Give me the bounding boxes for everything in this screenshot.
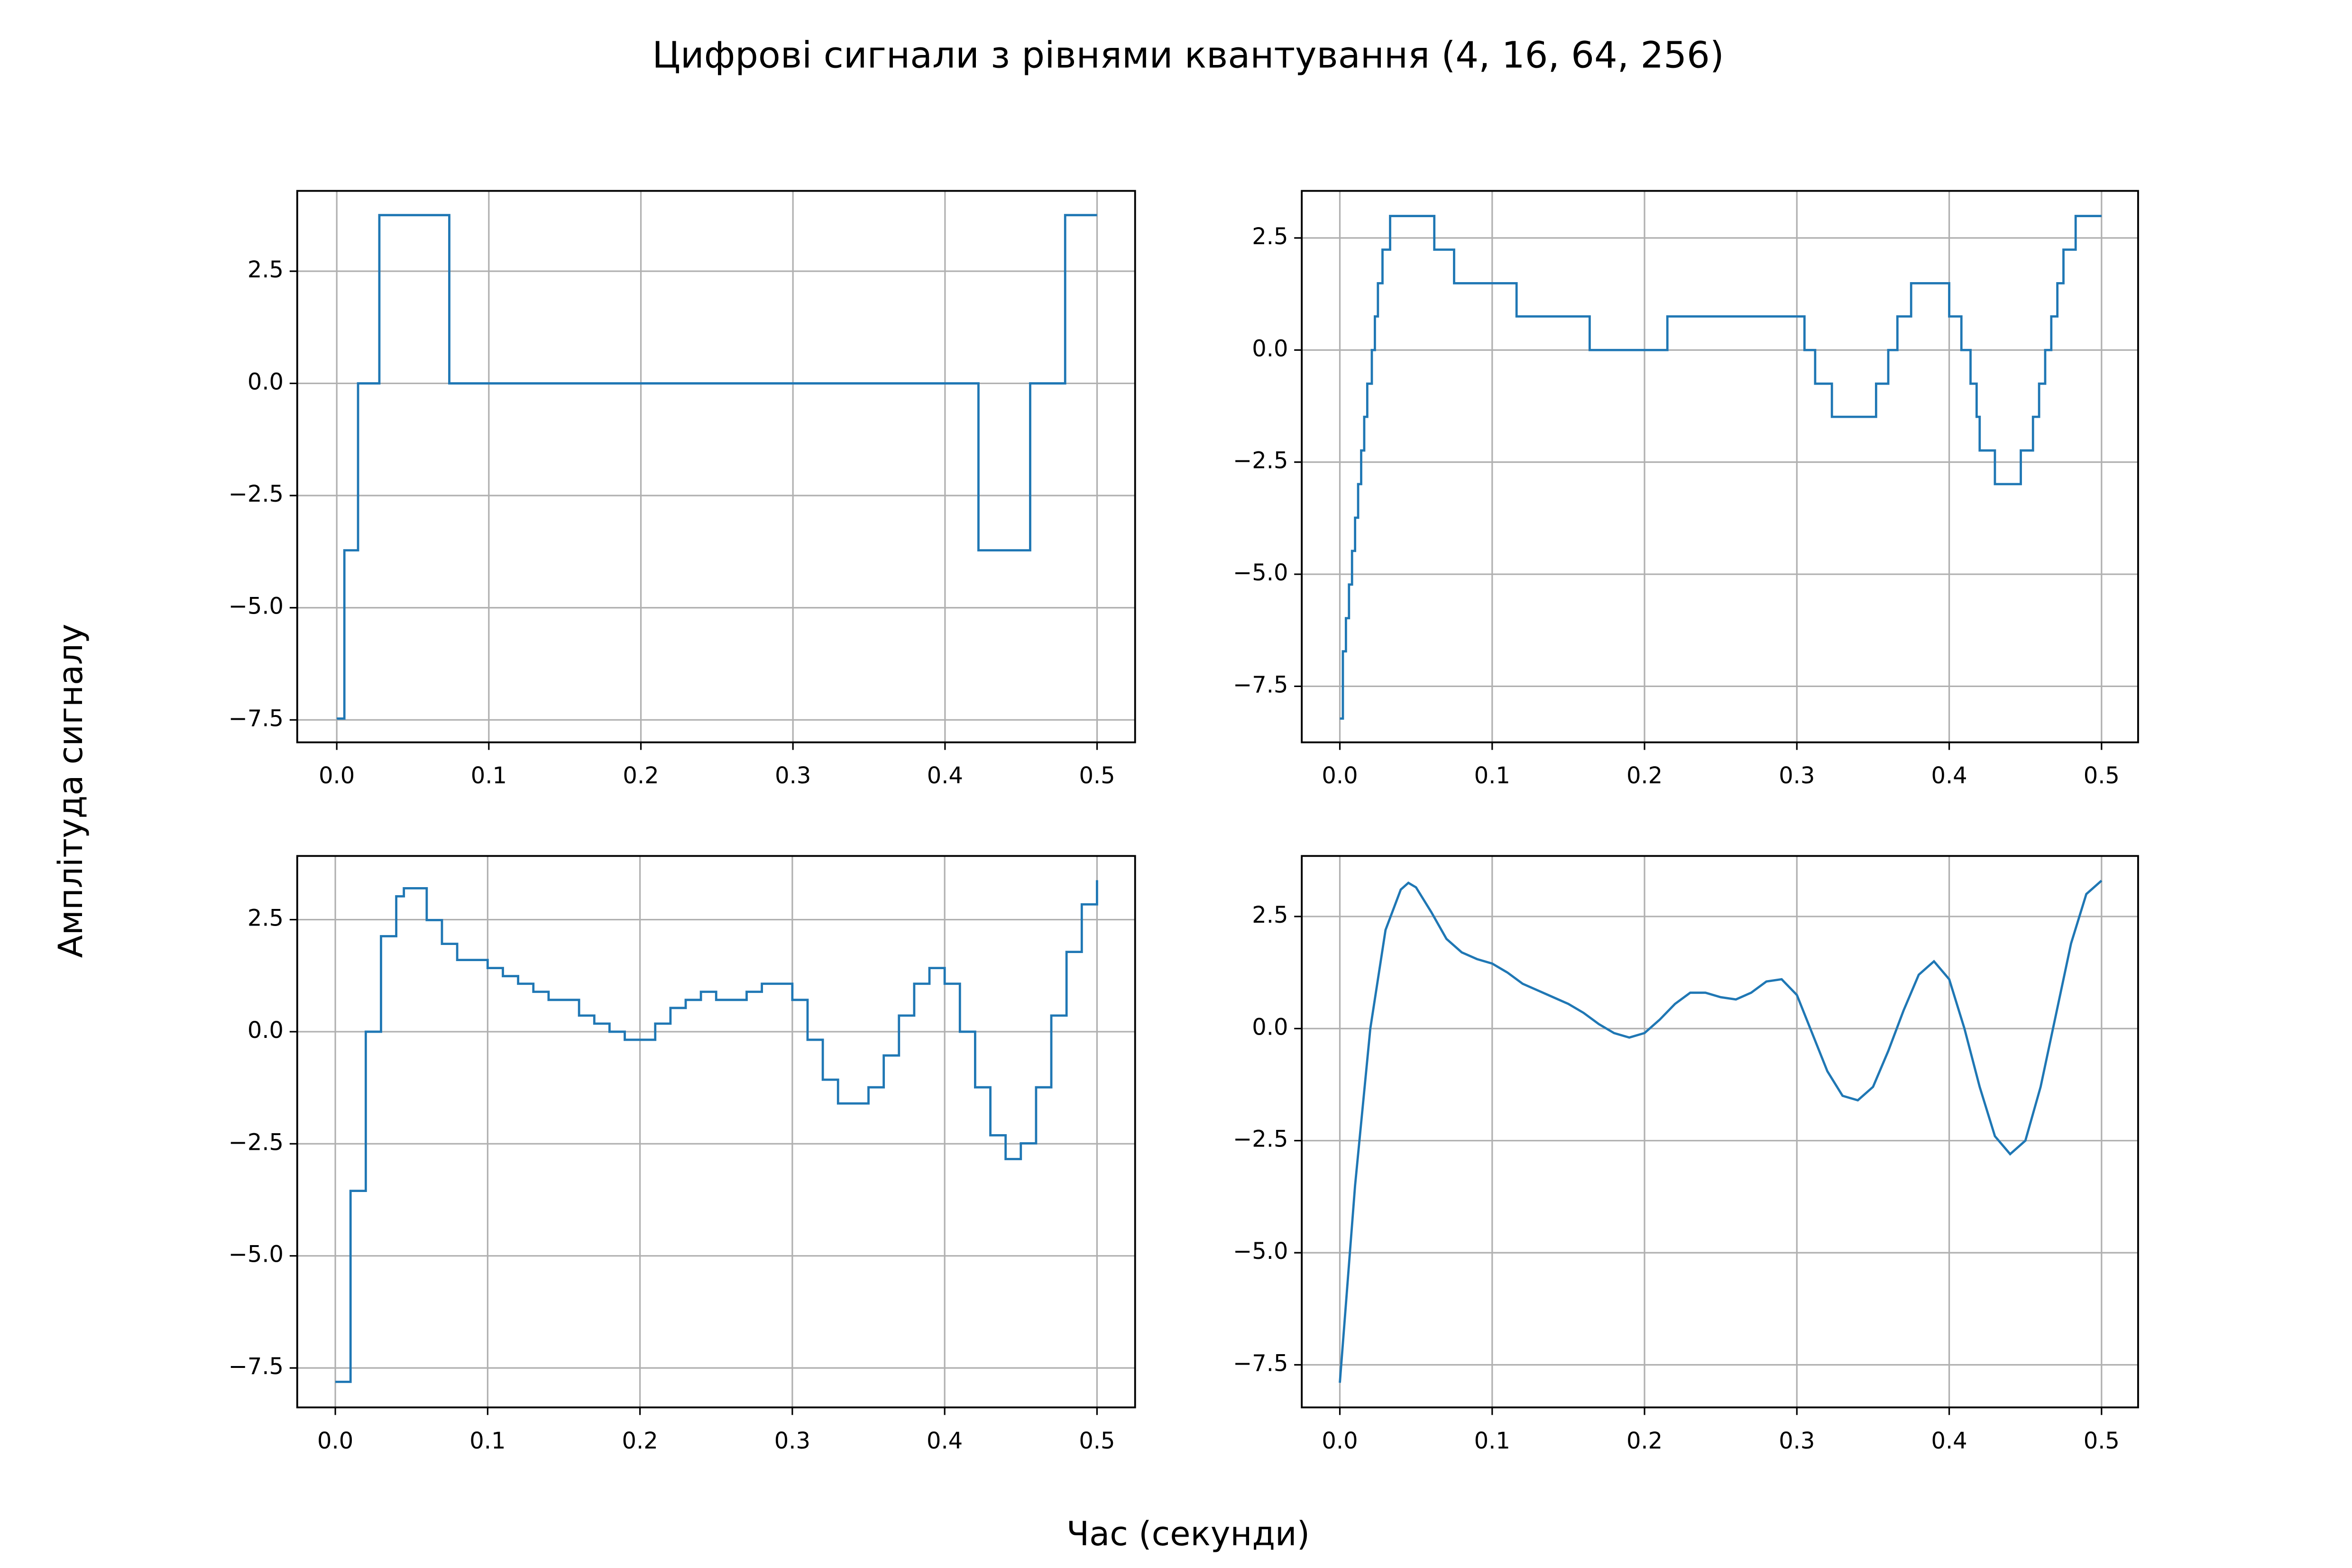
x-tick-label: 0.0 xyxy=(317,1428,353,1454)
signal-line xyxy=(337,214,1097,720)
y-tick-label: −5.0 xyxy=(229,1242,284,1268)
x-tick-label: 0.4 xyxy=(1931,1428,1967,1454)
y-tick-label: −7.5 xyxy=(1233,1350,1288,1376)
y-tick-label: −5.0 xyxy=(229,594,284,620)
y-tick-label: −2.5 xyxy=(229,1129,284,1155)
x-tick-label: 0.2 xyxy=(1626,1428,1663,1454)
y-tick-label: −2.5 xyxy=(1233,448,1288,474)
x-tick-label: 0.2 xyxy=(1626,763,1663,789)
y-tick-label: 0.0 xyxy=(248,1018,284,1044)
x-tick-label: 0.0 xyxy=(319,763,355,789)
x-tick-label: 0.1 xyxy=(1474,1428,1510,1454)
x-tick-label: 0.4 xyxy=(1931,763,1967,789)
x-tick-label: 0.4 xyxy=(927,763,963,789)
x-tick-label: 0.1 xyxy=(1474,763,1510,789)
y-tick-label: −5.0 xyxy=(1233,1238,1288,1265)
x-tick-label: 0.5 xyxy=(2084,1428,2120,1454)
x-tick-label: 0.0 xyxy=(1322,763,1358,789)
y-tick-label: 2.5 xyxy=(1252,224,1288,250)
x-tick-label: 0.5 xyxy=(1079,763,1115,789)
y-tick-label: 0.0 xyxy=(1252,1014,1288,1040)
axes-frame xyxy=(1301,855,2139,1409)
axes-frame xyxy=(1301,190,2139,743)
figure-title: Цифрові сигнали з рівнями квантування (4… xyxy=(652,34,1724,76)
x-tick-label: 0.0 xyxy=(1322,1428,1358,1454)
y-tick-label: 2.5 xyxy=(248,257,284,283)
y-tick-label: −2.5 xyxy=(1233,1127,1288,1153)
y-tick-label: 0.0 xyxy=(248,369,284,395)
y-tick-label: −5.0 xyxy=(1233,560,1288,586)
axes-frame xyxy=(296,855,1136,1409)
x-tick-label: 0.5 xyxy=(1079,1428,1115,1454)
x-tick-label: 0.3 xyxy=(1779,763,1815,789)
x-axis-label: Час (секунди) xyxy=(1066,1514,1310,1553)
x-tick-label: 0.4 xyxy=(927,1428,963,1454)
y-tick-label: −2.5 xyxy=(229,481,284,507)
axes-frame xyxy=(296,190,1136,743)
x-tick-label: 0.3 xyxy=(775,763,811,789)
signal-line xyxy=(335,880,1098,1383)
y-tick-label: −7.5 xyxy=(1233,672,1288,698)
x-tick-label: 0.1 xyxy=(471,763,507,789)
y-tick-label: 0.0 xyxy=(1252,336,1288,362)
y-tick-label: −7.5 xyxy=(229,706,284,732)
x-tick-label: 0.2 xyxy=(623,763,659,789)
x-tick-label: 0.1 xyxy=(469,1428,505,1454)
signal-line xyxy=(1340,215,2102,720)
y-tick-label: −7.5 xyxy=(229,1354,284,1380)
y-tick-label: 2.5 xyxy=(1252,902,1288,928)
x-tick-label: 0.3 xyxy=(774,1428,810,1454)
x-tick-label: 0.3 xyxy=(1779,1428,1815,1454)
x-tick-label: 0.2 xyxy=(622,1428,658,1454)
x-tick-label: 0.5 xyxy=(2084,763,2120,789)
y-axis-label: Амплітуда сигналу xyxy=(51,624,90,958)
y-tick-label: 2.5 xyxy=(248,906,284,932)
signal-line xyxy=(1339,880,2103,1383)
